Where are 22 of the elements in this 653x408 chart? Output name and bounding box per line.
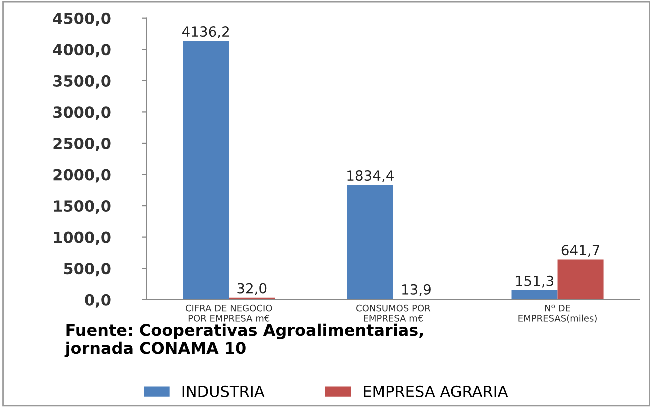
data-label: 32,0 bbox=[238, 283, 267, 296]
y-tick-label: 1500,0 bbox=[54, 200, 111, 214]
y-tick-label: 3000,0 bbox=[54, 106, 111, 120]
y-tick-label: 1000,0 bbox=[54, 232, 111, 246]
legend-label: EMPRESA AGRARIA bbox=[364, 386, 508, 398]
data-label: 1834,4 bbox=[348, 170, 394, 182]
x-tick-label: CONSUMOS POR EMPRESA m€ bbox=[356, 304, 431, 322]
y-tick-label: 3500,0 bbox=[54, 75, 111, 89]
data-label: 641,7 bbox=[562, 245, 600, 258]
y-tick-label: 2500,0 bbox=[54, 138, 111, 152]
y-tick-label: 2000,0 bbox=[54, 169, 111, 183]
y-tick-label: 4000,0 bbox=[53, 44, 111, 58]
x-tick-label: CIFRA DE NEGOCIO POR EMPRESA m€ bbox=[186, 304, 272, 322]
y-tick-label: 500,0 bbox=[64, 263, 111, 277]
y-tick-label: 4500,0 bbox=[53, 12, 111, 26]
data-label: 151,3 bbox=[516, 276, 554, 288]
data-label: 4136,2 bbox=[182, 26, 229, 38]
legend-label: INDUSTRIA bbox=[182, 386, 265, 398]
x-tick-label: Nº DE EMPRESAS(miles) bbox=[518, 304, 597, 323]
data-label: 13,9 bbox=[402, 284, 431, 296]
y-tick-label: 0,0 bbox=[85, 294, 111, 308]
source-note: Fuente: Cooperativas Agroalimentarias, jornada CONAMA 10 bbox=[64, 324, 424, 358]
